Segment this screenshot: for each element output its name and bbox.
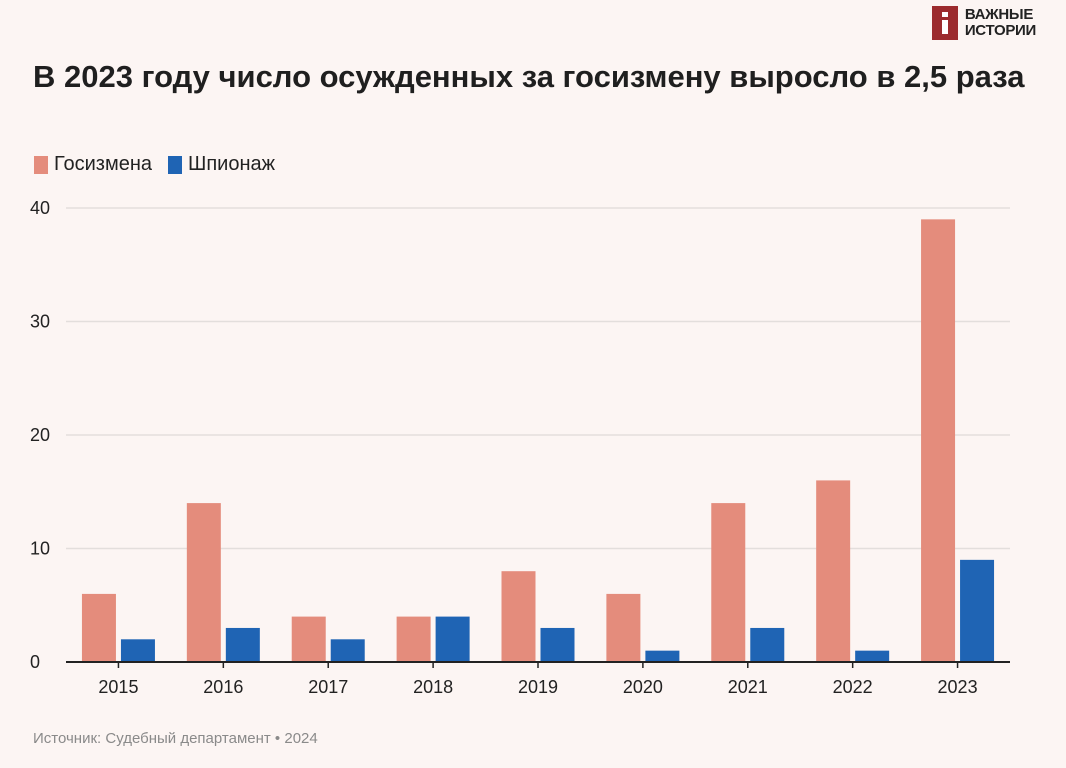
brand-logo: ВАЖНЫЕ ИСТОРИИ xyxy=(931,6,1036,40)
bar-shpionazh-2017 xyxy=(330,639,365,662)
bar-gosizmena-2019 xyxy=(501,571,536,662)
legend-item-1: Шпионаж xyxy=(168,153,275,176)
y-tick-label-1: 10 xyxy=(30,539,50,559)
x-tick-label-2016: 2016 xyxy=(203,677,243,697)
y-tick-label-3: 30 xyxy=(30,312,50,332)
legend-label-1: Шпионаж xyxy=(188,153,276,175)
legend-swatch-1 xyxy=(168,155,182,174)
y-tick-label-2: 20 xyxy=(30,425,50,445)
chart-legend: Госизмена Шпионаж xyxy=(34,153,291,176)
logo-line-1: ВАЖНЫЕ xyxy=(964,6,1034,23)
logo-line-2: ИСТОРИИ xyxy=(964,22,1036,39)
bar-gosizmena-2020 xyxy=(606,593,641,662)
logo-text: ВАЖНЫЕ ИСТОРИИ xyxy=(965,7,1036,39)
bar-gosizmena-2016 xyxy=(186,503,221,662)
x-tick-label-2023: 2023 xyxy=(938,677,978,697)
bar-shpionazh-2016 xyxy=(225,627,260,662)
bar-gosizmena-2021 xyxy=(711,503,746,662)
bar-shpionazh-2023 xyxy=(960,559,995,662)
info-logo-icon xyxy=(931,6,958,40)
chart-title: В 2023 году число осужденных за госизмен… xyxy=(33,59,1025,94)
x-tick-label-2015: 2015 xyxy=(98,677,138,697)
bar-shpionazh-2020 xyxy=(645,650,680,662)
y-tick-label-0: 0 xyxy=(30,652,40,672)
bar-gosizmena-2022 xyxy=(816,480,851,662)
x-tick-label-2019: 2019 xyxy=(518,677,558,697)
bar-shpionazh-2021 xyxy=(750,627,785,662)
x-tick-label-2020: 2020 xyxy=(623,677,663,697)
x-tick-label-2021: 2021 xyxy=(728,677,768,697)
x-tick-label-2017: 2017 xyxy=(308,677,348,697)
legend-swatch-0 xyxy=(34,155,48,174)
bar-shpionazh-2022 xyxy=(855,650,890,662)
y-tick-label-4: 40 xyxy=(30,198,50,218)
source-note: Источник: Судебный департамент • 2024 xyxy=(33,730,318,747)
bar-gosizmena-2017 xyxy=(291,616,326,662)
x-tick-label-2018: 2018 xyxy=(413,677,453,697)
bar-shpionazh-2019 xyxy=(540,627,575,662)
bar-gosizmena-2018 xyxy=(396,616,431,662)
bar-gosizmena-2023 xyxy=(921,219,956,662)
bar-shpionazh-2018 xyxy=(435,616,470,662)
x-tick-label-2022: 2022 xyxy=(833,677,873,697)
bar-chart: 0 10 20 30 40 2015 2016 2017 2018 2019 2020 2021 202… xyxy=(30,198,1010,697)
legend-label-0: Госизмена xyxy=(54,153,152,175)
bar-shpionazh-2015 xyxy=(120,639,155,662)
bar-gosizmena-2015 xyxy=(81,593,116,662)
legend-item-0: Госизмена xyxy=(34,153,152,176)
